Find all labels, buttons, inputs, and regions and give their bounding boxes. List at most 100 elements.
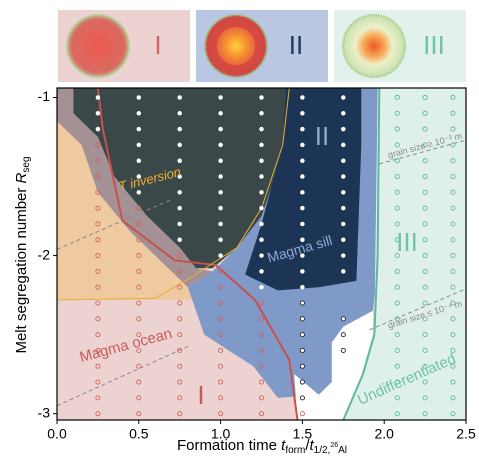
- simulation-point: [300, 333, 304, 337]
- simulation-point: [301, 159, 305, 163]
- x-tick-label: 0.0: [47, 426, 67, 442]
- simulation-point: [178, 143, 182, 147]
- simulation-point: [342, 238, 346, 242]
- simulation-point: [137, 96, 141, 100]
- simulation-point: [301, 191, 305, 195]
- simulation-point: [342, 159, 346, 163]
- x-tick-label: 2.0: [374, 426, 394, 442]
- simulation-point: [301, 206, 305, 210]
- simulation-point: [178, 206, 182, 210]
- annotation: II: [315, 121, 329, 151]
- simulation-point: [300, 396, 304, 400]
- simulation-point: [260, 254, 264, 258]
- panel-body: [205, 15, 267, 77]
- simulation-point: [178, 127, 182, 131]
- simulation-point: [219, 159, 223, 163]
- y-tick-label: -3: [38, 404, 51, 420]
- simulation-point: [342, 96, 346, 100]
- panel-label: II: [289, 30, 303, 60]
- simulation-point: [260, 111, 264, 115]
- simulation-point: [137, 127, 141, 131]
- label-part: seg: [21, 156, 32, 172]
- label-part: Melt segregation number: [13, 183, 30, 353]
- simulation-point: [219, 222, 223, 226]
- simulation-point: [219, 206, 223, 210]
- simulation-point: [301, 285, 305, 289]
- panels: IIIIII: [58, 10, 466, 82]
- simulation-point: [96, 127, 100, 131]
- simulation-point: [219, 254, 223, 258]
- simulation-point: [301, 175, 305, 179]
- simulation-point: [260, 143, 264, 147]
- simulation-point: [342, 143, 346, 147]
- y-label: Melt segregation number Rseg: [13, 156, 32, 353]
- label-part: form: [285, 445, 305, 456]
- simulation-point: [341, 317, 345, 321]
- annotation: I: [197, 380, 204, 410]
- simulation-point: [219, 143, 223, 147]
- label-part: 26: [330, 442, 338, 449]
- simulation-point: [342, 222, 346, 226]
- simulation-point: [301, 222, 305, 226]
- simulation-point: [342, 254, 346, 258]
- simulation-point: [342, 270, 346, 274]
- simulation-point: [300, 364, 304, 368]
- annotation: III: [396, 227, 418, 257]
- simulation-point: [301, 111, 305, 115]
- label-part: Formation time: [177, 437, 281, 454]
- simulation-point: [260, 238, 264, 242]
- simulation-point: [300, 301, 304, 305]
- simulation-point: [300, 348, 304, 352]
- panel-label: III: [423, 30, 445, 60]
- simulation-point: [300, 380, 304, 384]
- simulation-point: [219, 96, 223, 100]
- simulation-point: [342, 206, 346, 210]
- simulation-point: [260, 127, 264, 131]
- simulation-point: [137, 191, 141, 195]
- simulation-point: [260, 270, 264, 274]
- simulation-point: [219, 127, 223, 131]
- panel-body: [343, 15, 405, 77]
- simulation-point: [137, 111, 141, 115]
- label-part: Al: [338, 445, 347, 456]
- simulation-point: [260, 175, 264, 179]
- simulation-point: [300, 317, 304, 321]
- simulation-point: [260, 285, 264, 289]
- simulation-point: [96, 96, 100, 100]
- simulation-point: [219, 238, 223, 242]
- simulation-point: [342, 191, 346, 195]
- simulation-point: [301, 96, 305, 100]
- simulation-point: [260, 222, 264, 226]
- simulation-point: [137, 143, 141, 147]
- simulation-point: [260, 159, 264, 163]
- panel-label: I: [154, 30, 161, 60]
- simulation-point: [260, 191, 264, 195]
- label-part: 1/2,: [314, 445, 331, 456]
- simulation-point: [219, 111, 223, 115]
- label-part: R: [13, 172, 30, 183]
- x-label: Formation time tform/t1/2,26Al: [177, 437, 347, 456]
- panel-body: [67, 15, 129, 77]
- simulation-point: [96, 111, 100, 115]
- simulation-point: [342, 127, 346, 131]
- simulation-point: [342, 175, 346, 179]
- simulation-point: [342, 111, 346, 115]
- simulation-point: [178, 96, 182, 100]
- chart: IIIIII T inversionMagma sillIIIIIIMagma …: [0, 0, 479, 461]
- simulation-point: [178, 238, 182, 242]
- simulation-point: [219, 191, 223, 195]
- simulation-point: [301, 143, 305, 147]
- simulation-point: [219, 175, 223, 179]
- simulation-point: [301, 127, 305, 131]
- simulation-point: [301, 270, 305, 274]
- simulation-point: [178, 191, 182, 195]
- x-tick-label: 2.5: [456, 426, 476, 442]
- y-tick-label: -2: [38, 246, 51, 262]
- simulation-point: [137, 159, 141, 163]
- simulation-point: [260, 96, 264, 100]
- simulation-point: [178, 222, 182, 226]
- simulation-point: [260, 206, 264, 210]
- simulation-point: [178, 159, 182, 163]
- x-tick-label: 0.5: [129, 426, 149, 442]
- simulation-point: [341, 333, 345, 337]
